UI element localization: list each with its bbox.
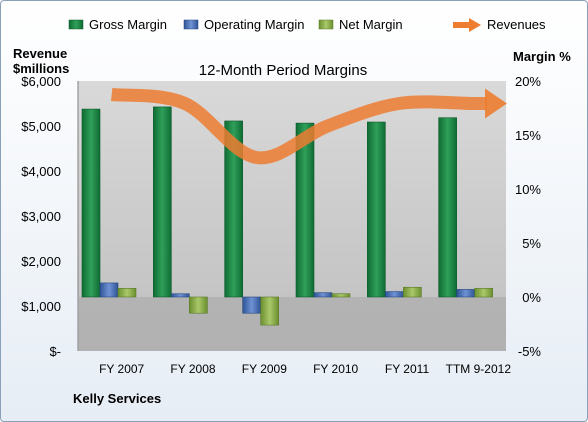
operating-margin-bar [171, 293, 190, 298]
chart-title: 12-Month Period Margins [199, 62, 367, 79]
gross-margin-bar [295, 122, 315, 298]
net-margin-bar [403, 286, 422, 298]
category-label: TTM 9-2012 [446, 362, 512, 376]
gross-margin-bar [153, 106, 172, 298]
net-margin-bar [331, 293, 351, 298]
left-tick-label: $5,000 [21, 119, 61, 134]
right-axis-title: Margin % [513, 49, 571, 64]
category-label: FY 2011 [385, 362, 430, 376]
net-margin-bar [474, 288, 493, 298]
operating-margin-bar [99, 282, 119, 298]
left-tick-label: $1,000 [21, 299, 61, 314]
company-label: Kelly Services [73, 391, 161, 406]
category-label: FY 2009 [242, 362, 287, 376]
gross-margin-bar [81, 108, 101, 298]
gross-margin-bar [438, 117, 457, 298]
net-margin-bar [117, 288, 137, 298]
operating-margin-bar [313, 292, 333, 298]
revenue-arrowhead [485, 88, 507, 119]
right-tick-label: 10% [515, 182, 541, 197]
plot-floor [78, 297, 506, 351]
bars [78, 106, 506, 351]
revenue-series [110, 88, 507, 165]
gross-margin-bar [224, 120, 243, 298]
legend-label-operating: Operating Margin [204, 17, 304, 32]
category-label: FY 2008 [170, 362, 215, 376]
operating-margin-bar [242, 296, 261, 314]
legend-label-revenues: Revenues [487, 17, 546, 32]
left-tick-label: $2,000 [21, 254, 61, 269]
right-tick-label: 15% [515, 128, 541, 143]
legend-swatch-revenues [453, 18, 481, 32]
gross-margin-bar [367, 121, 386, 298]
legend-swatch-operating [183, 19, 199, 30]
right-axis-ticks: -5% 0% 5% 10% 15% 20% [515, 74, 541, 359]
right-tick-label: 0% [522, 290, 541, 305]
category-label: FY 2007 [99, 362, 144, 376]
revenue-line [110, 88, 487, 165]
legend-label-gross: Gross Margin [89, 17, 167, 32]
left-tick-label: $4,000 [21, 164, 61, 179]
left-tick-label: $3,000 [21, 209, 61, 224]
legend-swatch-gross [68, 19, 84, 30]
operating-margin-bar [385, 291, 404, 298]
left-axis-ticks: $- $1,000 $2,000 $3,000 $4,000 $5,000 $6,000 [21, 74, 61, 359]
left-axis-title-line2: $millions [13, 61, 69, 76]
operating-margin-bar [456, 289, 475, 298]
right-tick-label: 5% [522, 236, 541, 251]
legend-swatch-net [318, 19, 334, 30]
net-margin-bar [189, 296, 208, 314]
right-tick-label: -5% [518, 344, 542, 359]
legend-label-net: Net Margin [339, 17, 403, 32]
left-axis-title-line1: Revenue [13, 46, 67, 61]
net-margin-bar [260, 296, 279, 326]
left-tick-label: $6,000 [21, 74, 61, 89]
legend: Gross Margin Operating Margin Net Margin… [68, 17, 546, 32]
category-label: FY 2010 [313, 362, 358, 376]
left-tick-label: $- [49, 344, 61, 359]
right-tick-label: 20% [515, 74, 541, 89]
category-labels: FY 2007 FY 2008 FY 2009 FY 2010 FY 2011 TTM 9… [99, 362, 511, 376]
